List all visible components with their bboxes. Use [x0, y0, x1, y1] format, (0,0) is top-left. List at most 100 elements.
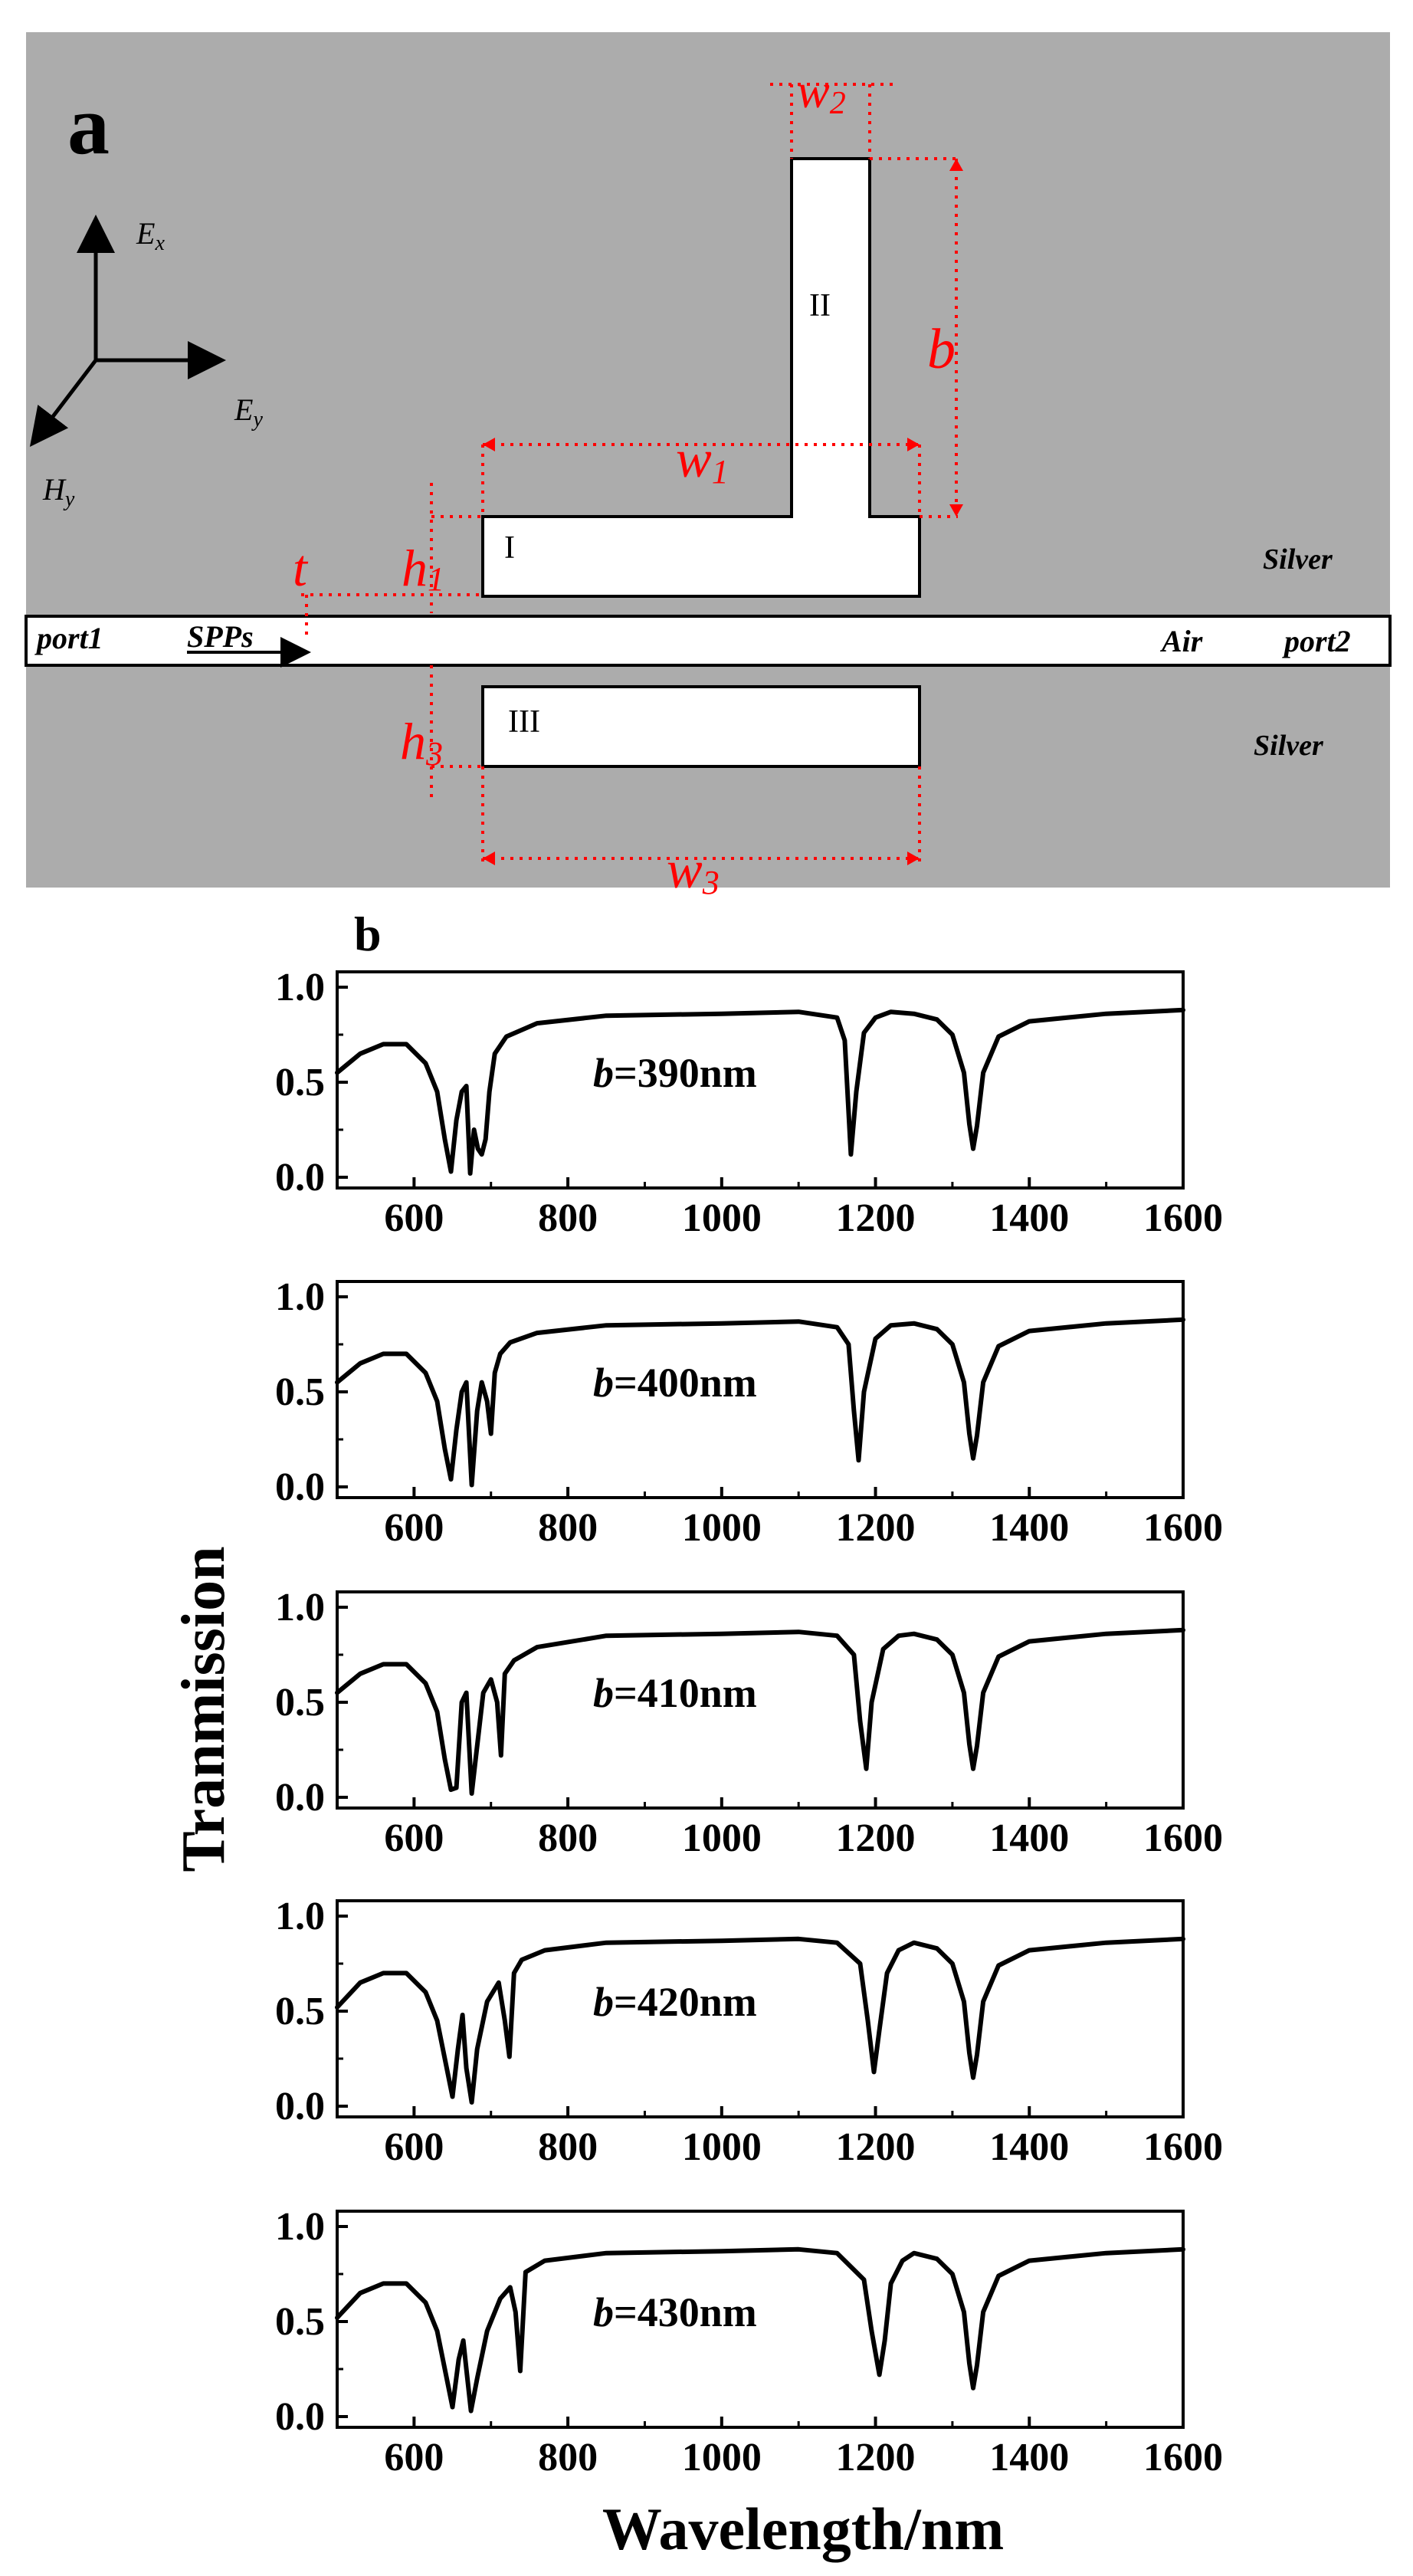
port2-label: port2 [1282, 624, 1351, 658]
annotation-param: b [593, 1979, 614, 2025]
silver-top-label: Silver [1263, 543, 1333, 576]
air-label: Air [1159, 624, 1203, 658]
subplot-2: 600 800 1000 1200 1400 1600 0.0 0.5 1.0 b=400nm [275, 1275, 1223, 1550]
annotation-value: =390nm [614, 1050, 757, 1096]
x-tick-label: 1600 [1143, 1506, 1223, 1550]
x-tick-label: 1200 [836, 2436, 916, 2479]
x-tick-label: 1400 [989, 1816, 1069, 1860]
subplot-1: 600 800 1000 1200 1400 1600 0.0 0.5 1.0 b=390nm [275, 966, 1223, 1240]
series-annotation: b=390nm [593, 1050, 757, 1096]
plot-frame [336, 970, 1185, 1190]
panel-a: a Ex Ey Hy I II III [25, 32, 1392, 901]
y-tick-label: 0.5 [275, 1990, 325, 2033]
annotation-param: b [593, 1050, 614, 1096]
x-tick-label: 1200 [836, 2125, 916, 2169]
x-tick-label: 800 [538, 2125, 598, 2169]
plot-frame [336, 2210, 1185, 2429]
annotation-value: =410nm [614, 1670, 757, 1716]
x-tick-label: 600 [384, 1196, 444, 1240]
plot-frame [336, 1899, 1185, 2118]
transmission-line [335, 2246, 1185, 2414]
x-tick-label: 1000 [682, 2436, 762, 2479]
x-tick-label: 1000 [682, 1196, 762, 1240]
cavity-label-i: I [504, 530, 515, 566]
x-tick-label: 1400 [989, 1506, 1069, 1550]
silver-bottom-label: Silver [1254, 730, 1324, 762]
annotation-value: =430nm [614, 2289, 757, 2335]
y-tick-label: 0.0 [275, 1465, 325, 1509]
y-tick-label: 1.0 [275, 1895, 325, 1938]
y-tick-label: 0.5 [275, 1061, 325, 1104]
subplot-3: 600 800 1000 1200 1400 1600 0.0 0.5 1.0 b=410nm [275, 1586, 1223, 1860]
x-tick-label: 1200 [836, 1506, 916, 1550]
dim-label-h3: h3 [400, 712, 443, 773]
series-annotation: b=410nm [593, 1670, 757, 1716]
port1-label: port1 [34, 621, 103, 655]
x-tick-label: 1000 [682, 1506, 762, 1550]
dim-label-w1: w1 [676, 430, 729, 491]
x-tick-label: 600 [384, 1506, 444, 1550]
x-tick-label: 600 [384, 2436, 444, 2479]
x-tick-label: 1400 [989, 2436, 1069, 2479]
subplot-4: 600 800 1000 1200 1400 1600 0.0 0.5 1.0 b=420nm [275, 1895, 1223, 2169]
dim-label-w3: w3 [667, 841, 720, 901]
transmission-line [335, 1627, 1185, 1796]
cavity-t-shape [481, 157, 921, 598]
transmission-line [335, 1317, 1185, 1488]
transmission-line [335, 1007, 1185, 1176]
x-tick-label: 1400 [989, 1196, 1069, 1240]
dim-label-h1: h1 [402, 539, 444, 598]
y-tick-label: 1.0 [275, 1275, 325, 1319]
hy-label: Hy [42, 472, 75, 511]
x-tick-label: 1000 [682, 2125, 762, 2169]
dim-label-t: t [293, 539, 309, 597]
cavity-label-iii: III [508, 704, 540, 740]
x-tick-label: 1600 [1143, 2436, 1223, 2479]
y-tick-label: 0.0 [275, 2085, 325, 2128]
x-tick-label: 1600 [1143, 2125, 1223, 2169]
x-axis-label: Wavelength/nm [602, 2496, 1004, 2562]
dim-label-b: b [927, 318, 956, 381]
ex-label: Ex [136, 216, 165, 255]
y-tick-label: 1.0 [275, 1586, 325, 1629]
x-tick-label: 1200 [836, 1196, 916, 1240]
x-tick-label: 1400 [989, 2125, 1069, 2169]
y-tick-label: 0.0 [275, 2395, 325, 2439]
y-tick-label: 0.5 [275, 1370, 325, 1414]
annotation-param: b [593, 1360, 614, 1406]
cavity-iii [481, 685, 921, 768]
x-tick-label: 600 [384, 2125, 444, 2169]
y-axis-label: Tranmission [170, 1546, 238, 1872]
y-tick-label: 0.5 [275, 2300, 325, 2344]
plot-frame [336, 1280, 1185, 1499]
y-tick-label: 1.0 [275, 2205, 325, 2249]
y-tick-label: 1.0 [275, 966, 325, 1009]
ey-label: Ey [234, 392, 263, 432]
x-tick-label: 800 [538, 1196, 598, 1240]
panel-a-label: a [67, 78, 110, 172]
transmission-line [335, 1936, 1185, 2105]
x-tick-label: 800 [538, 2436, 598, 2479]
dim-label-w2: w2 [797, 64, 846, 121]
dimension-lines [301, 83, 958, 862]
x-tick-label: 1000 [682, 1816, 762, 1860]
x-tick-label: 1600 [1143, 1196, 1223, 1240]
hy-arrow [29, 359, 97, 447]
spps-label: SPPs [187, 619, 254, 654]
air-waveguide [25, 615, 1392, 667]
x-tick-label: 1600 [1143, 1816, 1223, 1860]
series-annotation: b=420nm [593, 1979, 757, 2025]
x-tick-label: 1200 [836, 1816, 916, 1860]
series-annotation: b=400nm [593, 1360, 757, 1406]
y-tick-label: 0.0 [275, 1156, 325, 1199]
cavity-label-ii: II [809, 288, 831, 323]
x-tick-label: 800 [538, 1506, 598, 1550]
subplot-5: 600 800 1000 1200 1400 1600 0.0 0.5 1.0 b=430nm [275, 2205, 1223, 2479]
panel-b-label: b [354, 907, 382, 961]
annotation-param: b [593, 2289, 614, 2335]
annotation-value: =400nm [614, 1360, 757, 1406]
y-tick-label: 0.0 [275, 1776, 325, 1820]
x-tick-label: 800 [538, 1816, 598, 1860]
series-annotation: b=430nm [593, 2289, 757, 2335]
